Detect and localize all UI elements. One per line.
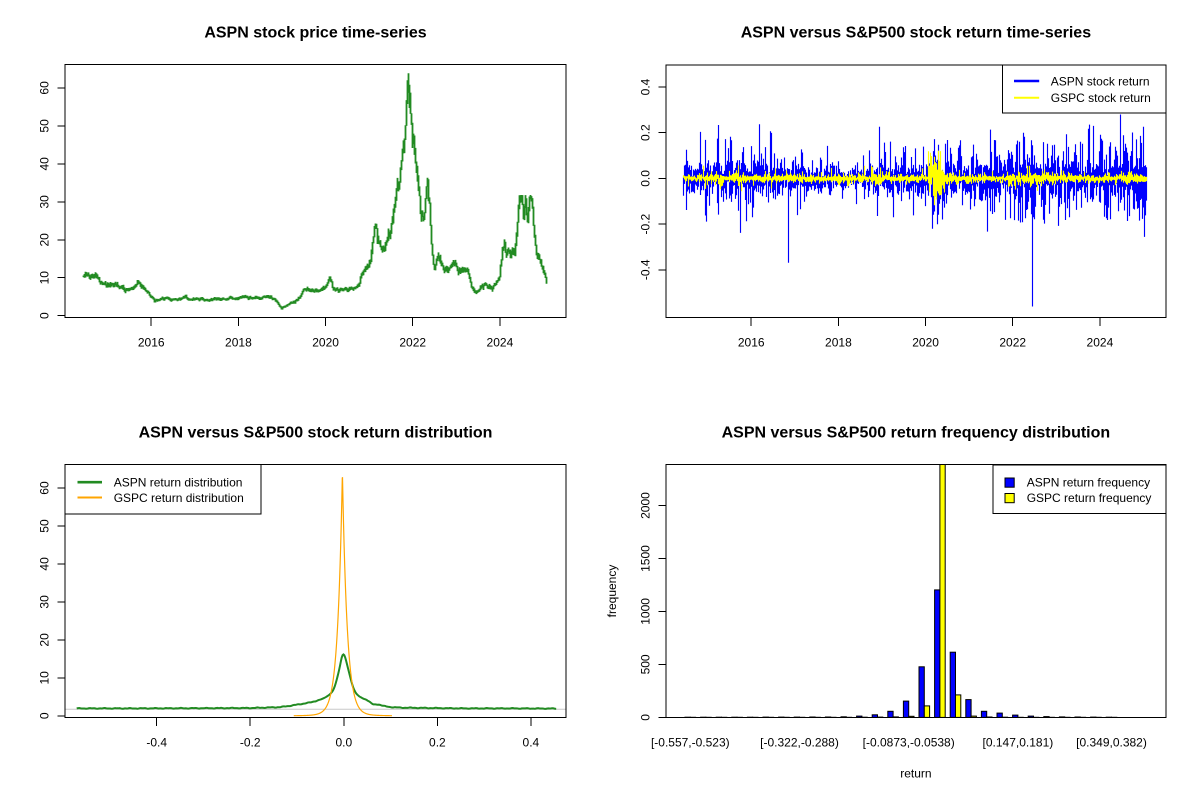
svg-text:2020: 2020 (312, 336, 339, 350)
svg-text:[0.147,0.181): [0.147,0.181) (983, 735, 1054, 749)
svg-text:-0.4: -0.4 (146, 736, 167, 750)
svg-text:GSPC stock return: GSPC stock return (1051, 91, 1151, 105)
svg-text:1000: 1000 (638, 598, 652, 625)
svg-text:2022: 2022 (399, 336, 426, 350)
svg-text:0.2: 0.2 (638, 124, 652, 141)
svg-text:60: 60 (38, 81, 52, 95)
svg-text:0.4: 0.4 (638, 78, 652, 95)
svg-text:20: 20 (38, 633, 52, 647)
svg-text:30: 30 (38, 195, 52, 209)
svg-text:0.0: 0.0 (335, 736, 352, 750)
svg-text:-0.4: -0.4 (638, 259, 652, 280)
svg-text:0.4: 0.4 (523, 736, 540, 750)
svg-text:500: 500 (638, 654, 652, 674)
svg-text:20: 20 (38, 233, 52, 247)
svg-text:40: 40 (38, 557, 52, 571)
svg-text:-0.2: -0.2 (638, 213, 652, 234)
svg-text:return: return (900, 767, 931, 781)
svg-text:frequency: frequency (605, 565, 619, 618)
svg-text:30: 30 (38, 595, 52, 609)
svg-text:2016: 2016 (138, 336, 165, 350)
svg-text:ASPN stock return: ASPN stock return (1051, 74, 1150, 88)
svg-text:ASPN versus S&P500 return freq: ASPN versus S&P500 return frequency dist… (722, 425, 1111, 442)
svg-text:GSPC return distribution: GSPC return distribution (114, 491, 244, 505)
svg-text:10: 10 (38, 671, 52, 685)
svg-text:40: 40 (38, 157, 52, 171)
svg-text:0: 0 (638, 714, 652, 721)
svg-text:ASPN return distribution: ASPN return distribution (114, 476, 243, 490)
svg-text:0: 0 (38, 312, 52, 319)
svg-text:[-0.0873,-0.0538): [-0.0873,-0.0538) (863, 735, 955, 749)
svg-text:[-0.557,-0.523): [-0.557,-0.523) (651, 735, 730, 749)
svg-text:ASPN stock price time-series: ASPN stock price time-series (204, 25, 426, 42)
svg-text:ASPN versus S&P500 stock retur: ASPN versus S&P500 stock return time-ser… (741, 25, 1091, 42)
svg-text:2000: 2000 (638, 492, 652, 519)
svg-text:60: 60 (38, 481, 52, 495)
svg-text:50: 50 (38, 519, 52, 533)
svg-text:2018: 2018 (225, 336, 252, 350)
svg-text:2024: 2024 (487, 336, 514, 350)
svg-text:ASPN return frequency: ASPN return frequency (1027, 476, 1150, 490)
svg-text:0.2: 0.2 (429, 736, 446, 750)
svg-text:2020: 2020 (912, 336, 939, 350)
svg-text:50: 50 (38, 119, 52, 133)
svg-text:0.0: 0.0 (638, 170, 652, 187)
svg-text:ASPN versus S&P500 stock retur: ASPN versus S&P500 stock return distribu… (139, 425, 493, 442)
svg-text:1500: 1500 (638, 545, 652, 572)
svg-text:2016: 2016 (738, 336, 765, 350)
svg-text:0: 0 (38, 712, 52, 719)
svg-text:-0.2: -0.2 (240, 736, 261, 750)
svg-text:GSPC return frequency: GSPC return frequency (1027, 491, 1152, 505)
svg-text:[-0.322,-0.288): [-0.322,-0.288) (760, 735, 839, 749)
svg-text:[0.349,0.382): [0.349,0.382) (1076, 735, 1147, 749)
svg-text:10: 10 (38, 271, 52, 285)
svg-text:2024: 2024 (1087, 336, 1114, 350)
svg-text:2022: 2022 (999, 336, 1026, 350)
svg-text:2018: 2018 (825, 336, 852, 350)
